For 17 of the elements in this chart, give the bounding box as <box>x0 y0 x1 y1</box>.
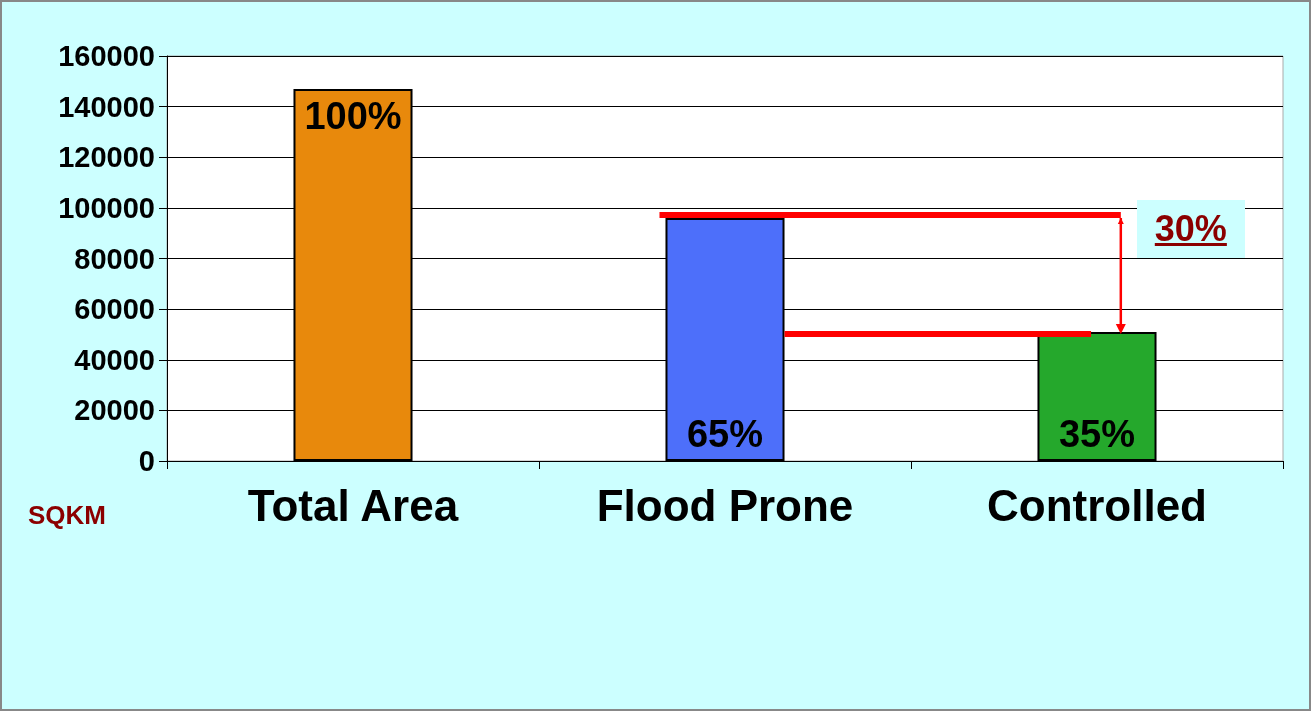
y-tick-label: 20000 <box>74 394 155 427</box>
y-tick-label: 40000 <box>74 343 155 376</box>
y-tick-label: 160000 <box>58 40 155 72</box>
y-tick-label: 140000 <box>58 90 155 123</box>
annotation: 100% <box>304 94 402 137</box>
y-axis-title: SQKM <box>28 500 106 530</box>
x-tick-label: Controlled <box>987 480 1207 530</box>
y-tick-label: 80000 <box>74 242 155 275</box>
annotation: 65% <box>686 413 764 455</box>
y-tick-label: 100000 <box>58 191 155 224</box>
x-tick-label: Total Area <box>247 480 459 530</box>
annotation: 35% <box>1058 413 1136 455</box>
y-tick-label: 0 <box>138 445 155 477</box>
x-tick-label: Flood Prone <box>596 480 854 530</box>
y-tick-label: 120000 <box>58 141 155 174</box>
y-tick-label: 60000 <box>74 293 155 326</box>
annotation: 30% <box>1136 200 1245 258</box>
